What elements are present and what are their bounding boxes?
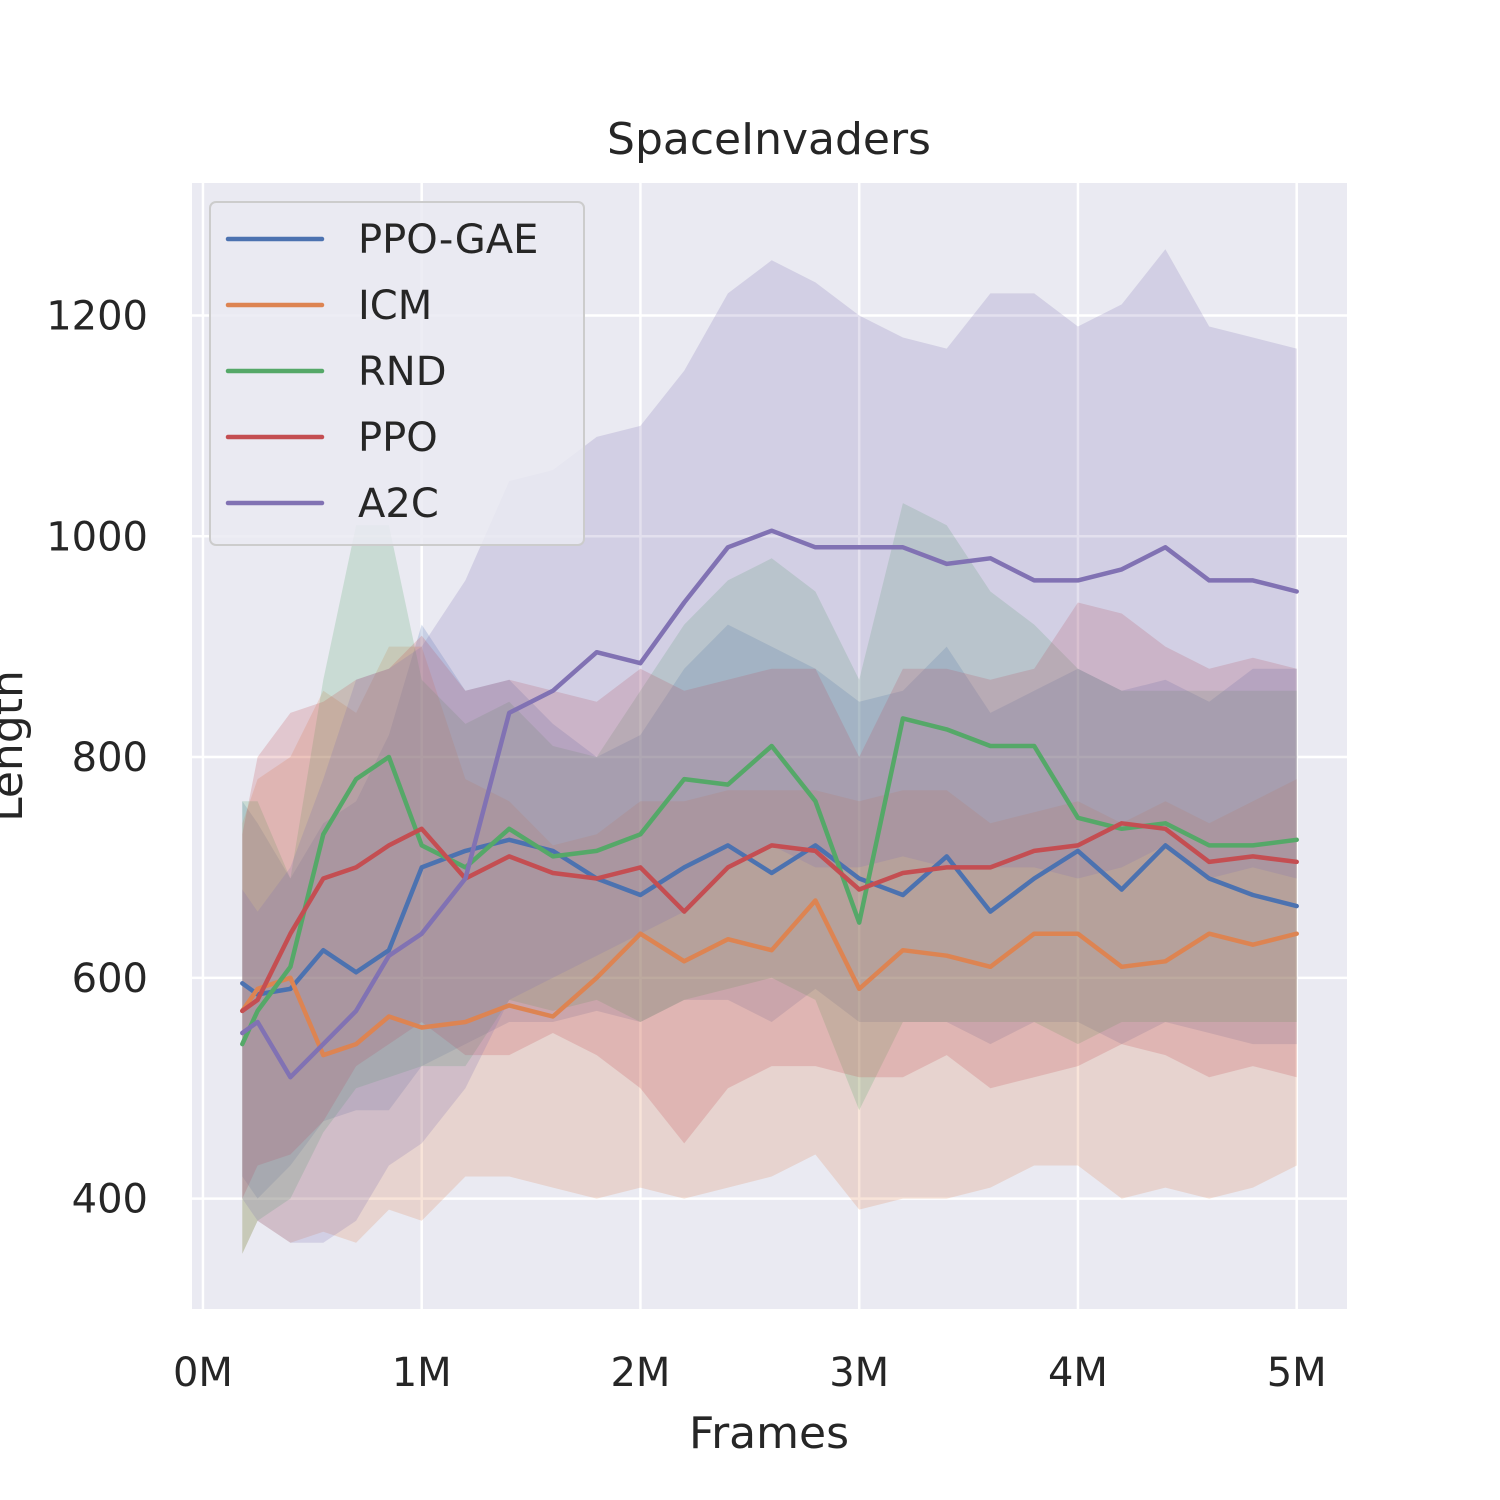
- y-tick-label: 800: [72, 735, 148, 781]
- line-a2c: [240, 528, 1299, 1080]
- legend-label-rnd: RND: [358, 349, 447, 395]
- x-tick-label: 0M: [173, 1350, 233, 1396]
- band-rnd: [242, 503, 1297, 1254]
- x-tick-label: 5M: [1267, 1350, 1327, 1396]
- band-ppo-gae: [242, 624, 1297, 1199]
- y-tick-label: 600: [72, 956, 148, 1002]
- x-tick-label: 2M: [610, 1350, 670, 1396]
- y-axis-label: Length: [0, 670, 33, 822]
- series-lines: [240, 528, 1299, 1080]
- legend-label-ppo: PPO: [358, 415, 438, 461]
- legend-label-ppo-gae: PPO-GAE: [358, 217, 538, 263]
- y-tick-label: 1000: [46, 514, 148, 560]
- band-ppo: [242, 602, 1297, 1199]
- legend-label-icm: ICM: [358, 283, 432, 329]
- x-axis-label: Frames: [689, 1408, 849, 1459]
- x-tick-labels: 0M 1M 2M 3M 4M 5M: [173, 1350, 1327, 1396]
- x-tick-label: 3M: [829, 1350, 889, 1396]
- y-tick-label: 400: [72, 1177, 148, 1223]
- x-tick-label: 4M: [1048, 1350, 1108, 1396]
- y-tick-labels: 400 600 800 1000 1200: [46, 293, 148, 1222]
- line-ppo-gae: [240, 837, 1299, 997]
- legend-frame: [209, 201, 585, 546]
- legend-label-a2c: A2C: [358, 481, 439, 527]
- chart-title: SpaceInvaders: [607, 114, 931, 165]
- y-tick-label: 1200: [46, 293, 148, 339]
- grid: [192, 183, 1347, 1309]
- line-icm: [240, 898, 1299, 1058]
- line-rnd: [240, 716, 1299, 1047]
- legend: PPO-GAE ICM RND PPO A2C: [209, 201, 585, 546]
- line-ppo: [240, 821, 1299, 1014]
- x-tick-label: 1M: [392, 1350, 452, 1396]
